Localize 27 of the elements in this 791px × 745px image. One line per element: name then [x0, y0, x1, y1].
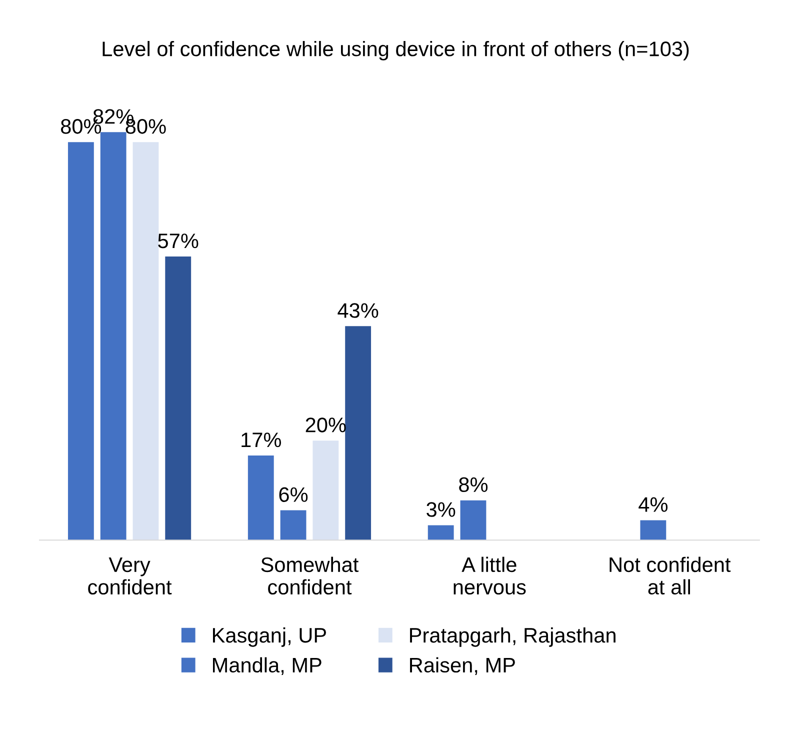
bar [132, 142, 159, 540]
bar [280, 510, 306, 540]
bar [428, 525, 454, 540]
data-label: 3% [426, 502, 456, 517]
chart-title: Level of confidence while using device in front of others (n=103) [102, 40, 689, 60]
bar [460, 500, 486, 540]
bar [345, 326, 372, 540]
x-tick-label: Very confident [88, 558, 172, 595]
legend-label: Mandla, MP [212, 657, 322, 676]
legend-label: Pratapgarh, Rajasthan [410, 627, 616, 647]
x-tick-label: Somewhat confident [261, 556, 359, 595]
bar [165, 256, 192, 540]
legend-label: Kasganj, UP [212, 627, 326, 647]
data-label: 8% [459, 477, 488, 492]
data-label: 43% [338, 303, 378, 318]
x-tick-label: A little nervous [454, 556, 526, 595]
data-label: 57% [158, 234, 198, 248]
data-label: 4% [638, 497, 668, 512]
data-label: 17% [242, 432, 281, 448]
x-tick-label: Not confident at all [610, 556, 731, 595]
bar [68, 142, 94, 540]
bar [312, 440, 339, 540]
bar [640, 520, 666, 540]
bar [248, 456, 274, 540]
data-label: 6% [279, 487, 308, 502]
bar [100, 132, 126, 540]
legend-label: Raisen, MP [410, 657, 515, 676]
